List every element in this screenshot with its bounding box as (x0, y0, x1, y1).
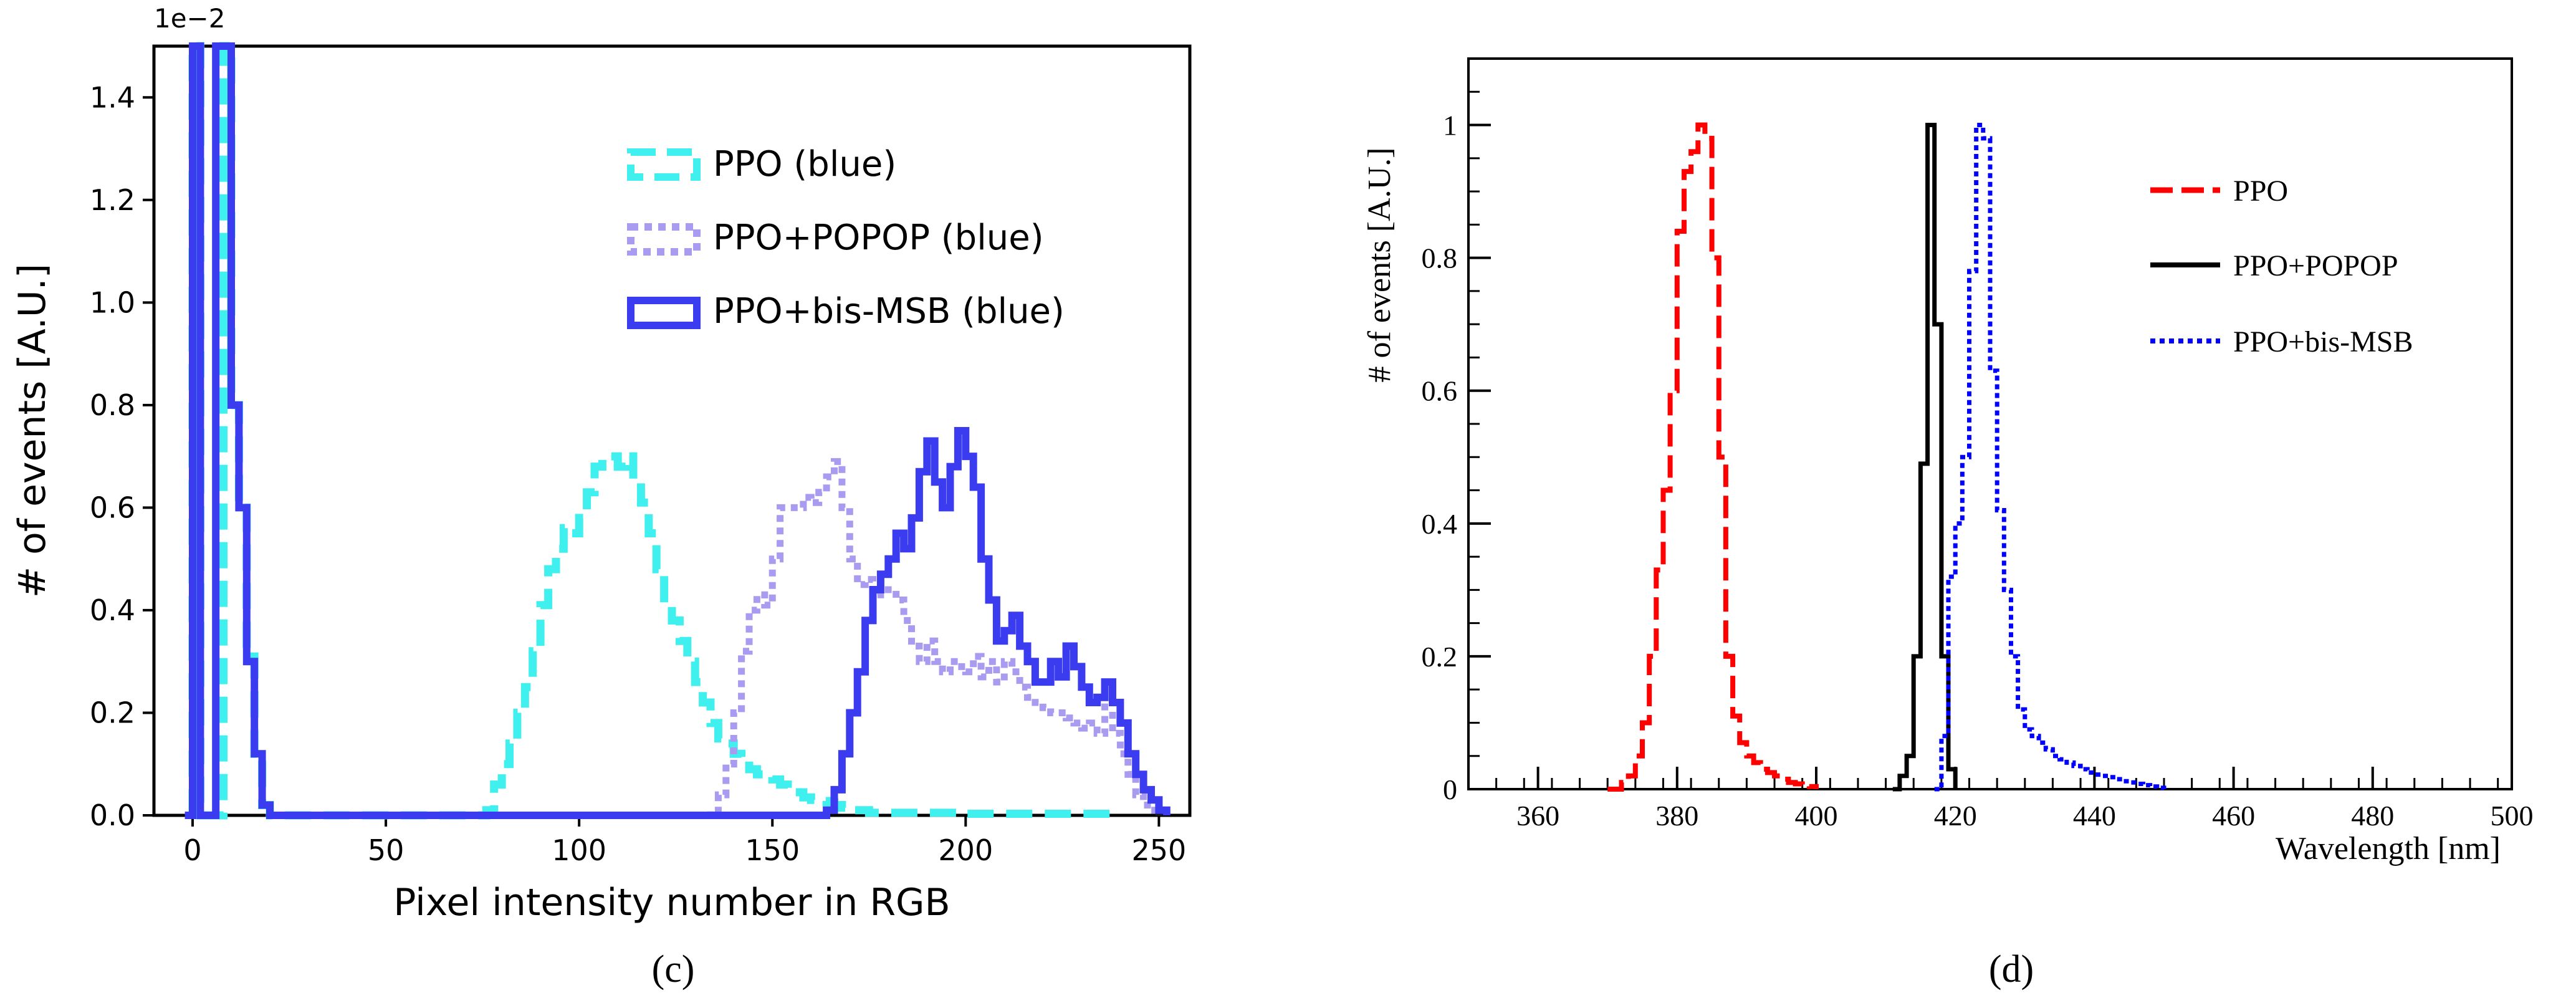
panel-d-chart: 360 380 400 420 440 460 480 500 00.20.40.60.81 … (1362, 57, 2534, 991)
x-tick-label: 360 (1516, 800, 1559, 832)
panel-c-x-ticks: 0 50 100 150 200 250 (183, 815, 1186, 867)
series-ppo-popop (1892, 123, 1958, 792)
panel-c-legend: PPO (blue) PPO+POPOP (blue) PPO+bis-MSB … (627, 144, 1065, 332)
y-tick-label: 0 (1443, 774, 1457, 805)
panel-d-caption: (d) (1989, 948, 2034, 991)
series-ppo-bis-msb (1934, 123, 2167, 792)
panel-c-series (184, 42, 1171, 820)
y-tick-label: 0.6 (1422, 375, 1458, 407)
panel-d-x-axis-label: Wavelength [nm] (2276, 831, 2501, 866)
panel-c-chart: 0 50 100 150 200 250 0.0 0.2 0.4 0.6 0.8 1.0 1.2 1.4… (11, 3, 1192, 991)
panel-c-caption: (c) (652, 948, 695, 991)
y-tick-label: 0.4 (90, 593, 135, 627)
y-tick-label: 0.8 (1422, 242, 1458, 274)
y-tick-label: 0.8 (90, 388, 135, 422)
x-tick-label: 480 (2351, 800, 2394, 832)
legend-swatch-ppo-blue (627, 148, 701, 181)
x-tick-label: 200 (938, 833, 993, 867)
series-ppo-blue (188, 42, 1121, 820)
x-tick-label: 460 (2212, 800, 2255, 832)
legend-label-ppo-bis-msb-blue: PPO+bis-MSB (blue) (713, 291, 1065, 332)
y-tick-label: 0.6 (90, 491, 135, 524)
y-tick-label: 1.2 (90, 183, 135, 217)
y-tick-label: 0.4 (1422, 508, 1458, 540)
legend-label-ppo-blue: PPO (blue) (713, 144, 896, 185)
series-ppo-bis-msb-blue (184, 42, 1171, 819)
x-tick-label: 420 (1934, 800, 1977, 832)
panel-d-y-ticks: 0 0.2 0.4 0.6 0.8 1 (1422, 57, 1491, 805)
legend-swatch-ppo-bis-msb-blue (627, 297, 701, 329)
y-tick-label: 1.0 (90, 285, 135, 319)
panel-c-y-axis-label: # of events [A.U.] (11, 264, 54, 598)
series-ppo-popop-blue (695, 458, 1162, 819)
x-tick-label: 400 (1795, 800, 1838, 832)
panel-d-y-axis-label: # of events [A.U.] (1362, 148, 1397, 383)
x-tick-label: 100 (552, 833, 606, 867)
panel-c-x-axis-label: Pixel intensity number in RGB (393, 881, 950, 924)
legend-label-ppo-popop: PPO+POPOP (2233, 249, 2398, 282)
legend-label-ppo: PPO (2233, 175, 2288, 208)
x-tick-label: 250 (1131, 833, 1186, 867)
legend-swatch-ppo-popop-blue (627, 223, 701, 256)
x-tick-label: 500 (2491, 800, 2534, 832)
x-tick-label: 0 (183, 833, 201, 867)
legend-label-ppo-bis-msb: PPO+bis-MSB (2233, 325, 2413, 358)
x-tick-label: 380 (1655, 800, 1698, 832)
x-tick-label: 50 (368, 833, 405, 867)
panel-d-x-ticks: 360 380 400 420 440 460 480 500 (1467, 767, 2534, 832)
panel-d-legend: PPO PPO+POPOP PPO+bis-MSB (2150, 175, 2413, 358)
series-ppo (1607, 122, 1819, 792)
legend-label-ppo-popop-blue: PPO+POPOP (blue) (713, 218, 1044, 258)
panel-c-y-multiplier: 1e−2 (154, 3, 225, 34)
panel-c-y-ticks: 0.0 0.2 0.4 0.6 0.8 1.0 1.2 1.4 (90, 80, 154, 832)
x-tick-label: 440 (2073, 800, 2116, 832)
y-tick-label: 0.2 (1422, 641, 1458, 673)
x-tick-label: 150 (745, 833, 800, 867)
y-tick-label: 0.2 (90, 696, 135, 729)
y-tick-label: 1.4 (90, 80, 135, 114)
y-tick-label: 1 (1443, 110, 1457, 142)
y-tick-label: 0.0 (90, 799, 135, 832)
panel-d-series (1607, 122, 2167, 792)
